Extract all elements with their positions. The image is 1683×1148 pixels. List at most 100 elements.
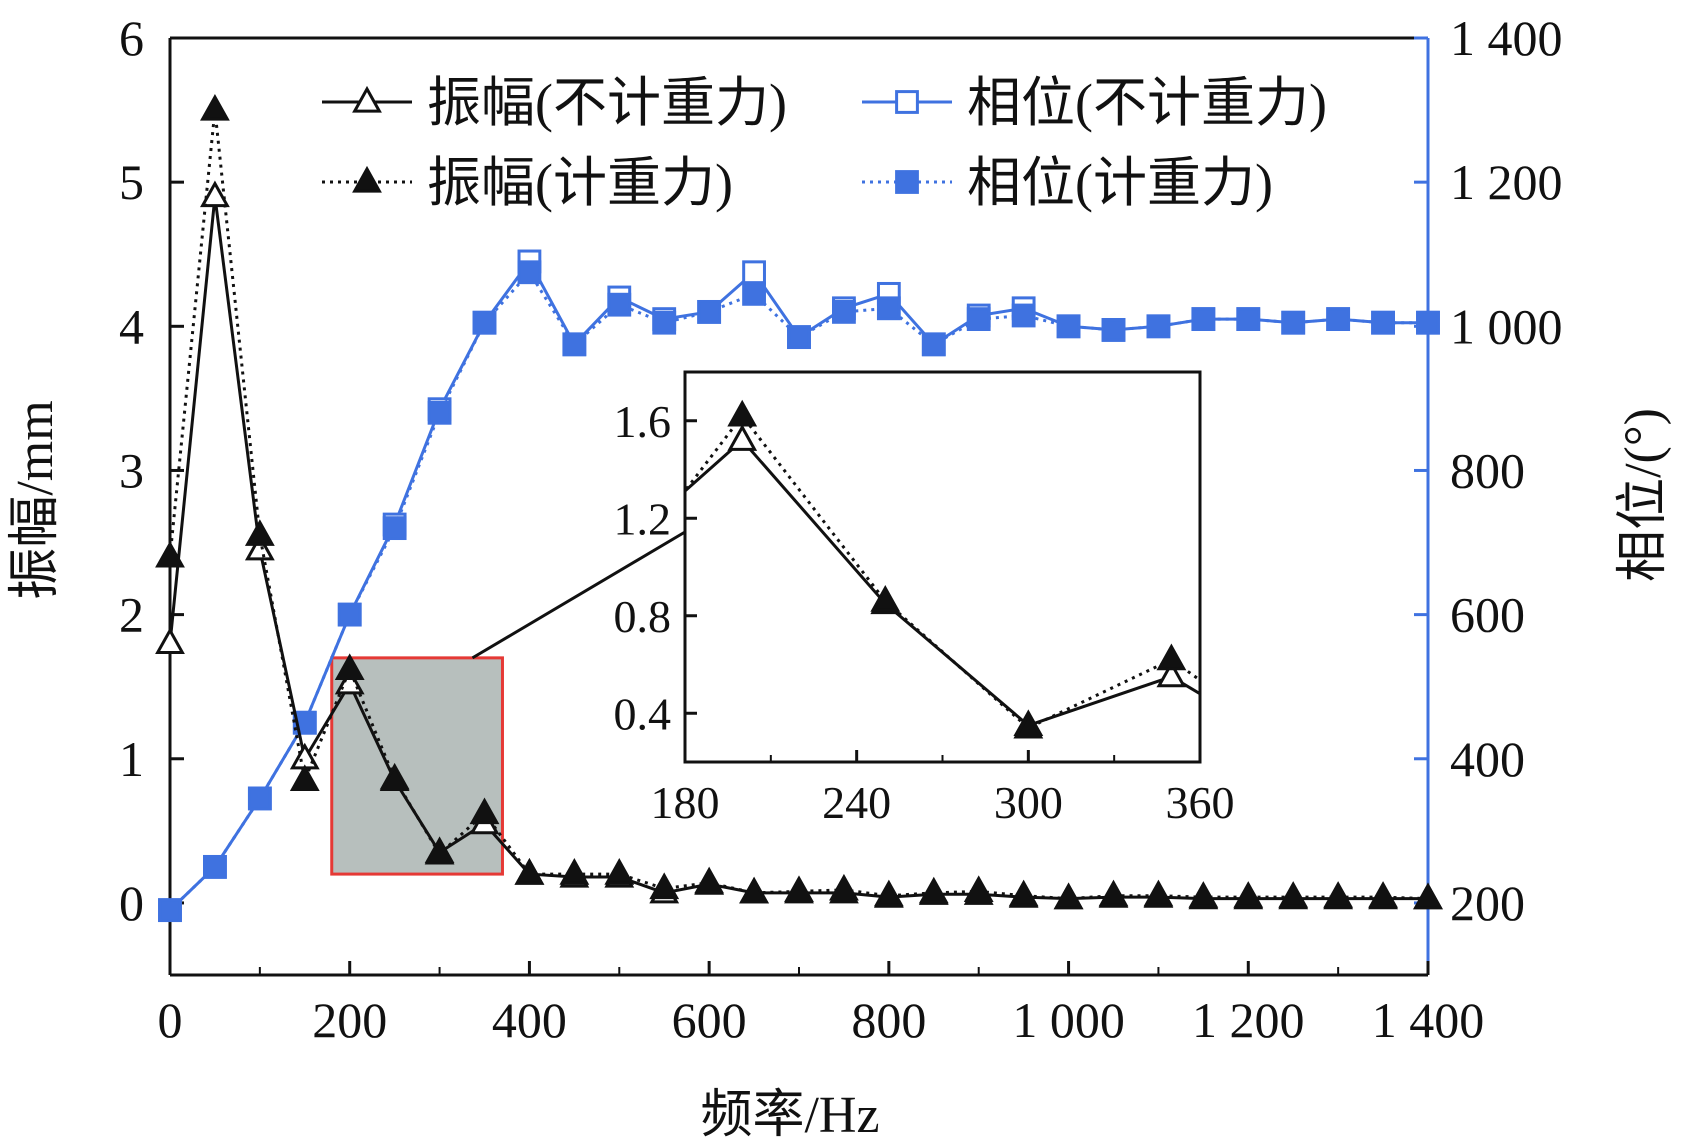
series-point <box>1281 310 1306 335</box>
inset-series-point <box>1013 711 1044 739</box>
series-line <box>168 109 1429 901</box>
series-point <box>1413 882 1443 910</box>
series-point <box>829 873 859 901</box>
legend-label: 相位(不计重力) <box>967 73 1327 133</box>
inset-frame <box>683 370 1202 764</box>
series-point <box>517 260 542 285</box>
series-point <box>203 854 227 879</box>
series-point <box>604 858 635 885</box>
inset-x-tick-label: 180 <box>651 777 720 828</box>
legend-swatch-marker <box>895 170 919 194</box>
y-left-tick-label: 6 <box>119 10 144 66</box>
series-point <box>742 260 766 285</box>
series-point <box>963 875 994 902</box>
inset-y-tick-label: 1.2 <box>614 493 672 544</box>
y-right-tick-label: 1 000 <box>1450 298 1563 354</box>
x-tick-label: 800 <box>851 992 926 1048</box>
legend-item: 相位(计重力) <box>862 153 1273 213</box>
series-point <box>289 764 320 791</box>
series-point <box>469 797 500 825</box>
series-point <box>742 281 766 306</box>
x-tick-label: 1 200 <box>1192 992 1305 1048</box>
legend: 振幅(不计重力) 相位(不计重力) 振幅(计重力) 相位(计重力) <box>322 73 1327 213</box>
inset-y-tick-label: 0.8 <box>614 591 672 642</box>
legend-swatch-marker <box>895 90 919 114</box>
series-point <box>739 876 769 904</box>
series-point <box>200 180 230 208</box>
y-left-tick-label: 2 <box>119 587 144 643</box>
series-point <box>1053 882 1084 910</box>
legend-item: 相位(不计重力) <box>862 73 1327 133</box>
series-point <box>337 602 362 627</box>
y-left-tick-label: 0 <box>119 875 144 931</box>
x-tick-label: 400 <box>492 992 567 1048</box>
series-point <box>1188 881 1219 908</box>
y-left-tick-label: 1 <box>119 731 144 787</box>
x-tick-label: 200 <box>312 992 387 1048</box>
series-point <box>559 858 590 885</box>
series-point <box>1371 310 1395 335</box>
x-tick-label: 1 400 <box>1372 992 1485 1048</box>
series-point <box>1008 879 1039 907</box>
inset-x-tick-label: 300 <box>994 777 1063 828</box>
series-point <box>424 837 455 865</box>
series-point <box>155 540 185 568</box>
series-point <box>876 296 901 321</box>
inset-y-tick-label: 1.6 <box>614 396 672 447</box>
inset-series-line <box>685 438 1200 728</box>
legend-swatch-marker <box>352 85 382 113</box>
series-point <box>1098 879 1129 907</box>
series-point <box>1056 314 1081 339</box>
series-point <box>832 299 856 324</box>
x-tick-label: 1 000 <box>1012 992 1125 1048</box>
series-point <box>334 653 365 680</box>
series-point <box>200 94 230 121</box>
series-point <box>247 786 272 811</box>
series-point <box>1368 881 1398 908</box>
y-right-axis-title: 相位/(°) <box>1615 408 1672 582</box>
series-4 <box>158 260 1440 923</box>
series-point <box>1011 303 1036 328</box>
x-tick-label: 0 <box>158 992 183 1048</box>
series-point <box>1326 307 1351 332</box>
series-point <box>784 875 814 902</box>
legend-label: 振幅(计重力) <box>427 153 733 213</box>
y-right-tick-label: 1 200 <box>1450 154 1563 210</box>
series-point <box>562 332 587 357</box>
inset-plot: 180 240 300 360 0.4 0.8 1.2 1.6 <box>614 370 1235 828</box>
series-point <box>873 879 904 907</box>
series-point <box>1233 881 1264 908</box>
legend-item: 振幅(不计重力) <box>322 73 787 133</box>
series-point <box>966 307 991 332</box>
series-point <box>1146 314 1171 339</box>
inset-x-tick-label: 240 <box>822 777 891 828</box>
series-point <box>382 516 407 541</box>
series-point <box>1323 881 1354 908</box>
series-point <box>1278 881 1309 908</box>
y-left-axis-title: 振幅/mm <box>7 400 64 599</box>
x-axis-title: 频率/Hz <box>700 1087 879 1144</box>
series-point <box>244 533 275 561</box>
zoom-connector-line <box>471 530 686 660</box>
series-point <box>697 299 722 324</box>
inset-series-point <box>727 424 758 451</box>
y-right-tick-label: 200 <box>1450 875 1525 931</box>
main-plot: 0 200 400 600 800 1 000 1 200 1 400 0 1 2 3 4 5 6 200 40… <box>119 10 1563 1048</box>
inset-series-line <box>685 413 1200 730</box>
inset-series-point <box>1156 660 1187 688</box>
series-point <box>694 866 725 894</box>
y-right-tick-label: 1 400 <box>1450 10 1563 66</box>
inset-x-tick-label: 360 <box>1166 777 1235 828</box>
y-left-tick-label: 3 <box>119 442 144 498</box>
x-tick-label: 600 <box>672 992 747 1048</box>
series-point <box>1143 879 1174 907</box>
series-point <box>158 898 182 923</box>
legend-swatch-marker <box>352 165 382 193</box>
series-point <box>652 310 677 335</box>
series-point <box>514 858 545 885</box>
y-left-tick-label: 4 <box>119 298 144 354</box>
y-right-tick-label: 800 <box>1450 442 1525 498</box>
legend-item: 振幅(计重力) <box>322 153 733 213</box>
y-left-tick-label: 5 <box>119 154 144 210</box>
